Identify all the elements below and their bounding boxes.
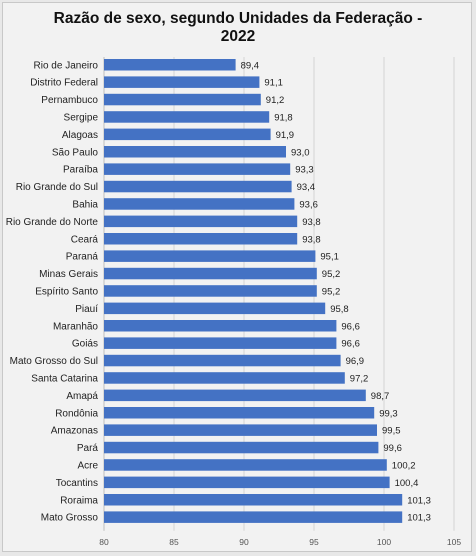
category-label: Amazonas: [51, 426, 98, 437]
bar: [104, 511, 403, 523]
data-label: 93,0: [291, 147, 310, 158]
category-label: São Paulo: [52, 147, 99, 158]
bar: [104, 250, 316, 262]
data-label: 93,3: [295, 165, 314, 176]
category-label: Alagoas: [62, 130, 98, 141]
x-tick-label: 80: [99, 537, 109, 547]
data-label: 93,4: [297, 182, 316, 193]
category-label: Pernambuco: [41, 95, 98, 106]
x-tick-label: 105: [447, 537, 461, 547]
category-label: Rio de Janeiro: [34, 60, 99, 71]
data-label: 101,3: [407, 495, 431, 506]
category-label: Ceará: [71, 234, 99, 245]
category-label: Rio Grande do Sul: [16, 182, 98, 193]
bar: [104, 180, 292, 193]
bar: [104, 354, 341, 367]
category-label: Bahia: [72, 199, 98, 210]
data-label: 93,6: [299, 199, 318, 210]
bar: [104, 267, 317, 280]
category-label: Pará: [77, 443, 99, 454]
bar: [104, 285, 317, 297]
category-label: Paraná: [66, 252, 99, 263]
data-label: 91,2: [266, 95, 285, 106]
data-label: 96,6: [341, 339, 360, 350]
bar: [104, 111, 270, 123]
bar: [104, 320, 337, 332]
bar: [104, 494, 403, 506]
data-label: 95,2: [322, 286, 341, 297]
bar: [104, 146, 286, 158]
category-label: Acre: [77, 460, 98, 471]
data-label: 91,1: [264, 78, 283, 89]
bar: [104, 163, 291, 175]
data-label: 98,7: [371, 391, 390, 402]
data-label: 95,2: [322, 269, 341, 280]
data-label: 95,8: [330, 304, 349, 315]
category-label: Minas Gerais: [39, 269, 98, 280]
data-label: 95,1: [320, 252, 339, 263]
data-label: 99,6: [383, 443, 402, 454]
data-label: 91,8: [274, 112, 293, 123]
bar: [104, 372, 345, 384]
category-label: Amapá: [66, 391, 98, 402]
category-label: Mato Grosso do Sul: [10, 356, 98, 367]
data-label: 91,9: [276, 130, 295, 141]
category-label: Maranhão: [53, 321, 98, 332]
data-label: 100,4: [395, 478, 419, 489]
x-tick-label: 85: [169, 537, 179, 547]
category-label: Espírito Santo: [35, 286, 98, 297]
data-label: 97,2: [350, 373, 369, 384]
bar: [104, 476, 390, 489]
category-label: Paraíba: [63, 165, 98, 176]
category-label: Roraima: [60, 495, 98, 506]
x-tick-label: 95: [309, 537, 319, 547]
bar: [104, 76, 260, 88]
category-label: Rondônia: [55, 408, 98, 419]
category-label: Rio Grande do Norte: [6, 217, 99, 228]
category-label: Santa Catarina: [31, 373, 98, 384]
bar: [104, 93, 261, 106]
bar: [104, 441, 379, 454]
bar: [104, 59, 236, 71]
bar: [104, 198, 295, 210]
bar: [104, 407, 375, 419]
bar: [104, 215, 298, 228]
x-tick-label: 100: [377, 537, 391, 547]
bar: [104, 389, 366, 402]
data-label: 89,4: [241, 60, 260, 71]
category-label: Goiás: [72, 339, 98, 350]
data-label: 93,8: [302, 234, 321, 245]
category-label: Tocantins: [56, 478, 98, 489]
category-label: Sergipe: [64, 112, 99, 123]
x-tick-label: 90: [239, 537, 249, 547]
data-label: 100,2: [392, 460, 416, 471]
bar: [104, 459, 387, 471]
bar: [104, 302, 326, 315]
bar: [104, 233, 298, 245]
category-label: Mato Grosso: [41, 513, 99, 524]
bar: [104, 424, 377, 436]
data-label: 96,9: [346, 356, 365, 367]
data-label: 99,5: [382, 426, 401, 437]
data-label: 96,6: [341, 321, 360, 332]
category-label: Distrito Federal: [30, 78, 98, 89]
data-label: 93,8: [302, 217, 321, 228]
data-label: 101,3: [407, 513, 431, 524]
chart-title: Razão de sexo, segundo Unidades da Feder…: [53, 10, 423, 45]
data-label: 99,3: [379, 408, 398, 419]
bar: [104, 128, 271, 141]
category-label: Piauí: [75, 304, 98, 315]
bar: [104, 337, 337, 349]
